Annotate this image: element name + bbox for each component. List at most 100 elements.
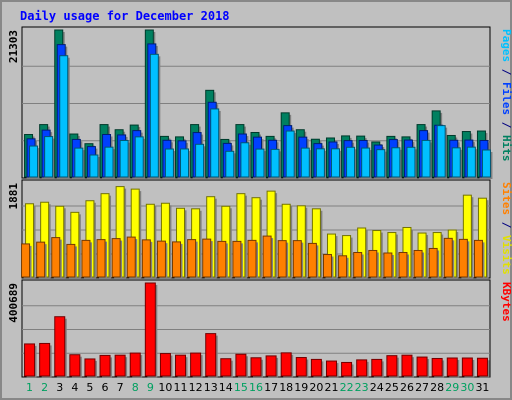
bar-pages-5 (89, 154, 100, 179)
bar-pages-4 (74, 147, 85, 179)
bar-pages-10 (164, 148, 176, 179)
bar-sites-23 (353, 251, 364, 279)
bar-kbytes-30 (461, 357, 475, 378)
bar-pages-8 (134, 136, 146, 179)
bar-kbytes-19 (295, 357, 309, 378)
bar-pages-28 (436, 125, 448, 179)
bar-kbytes-29 (446, 357, 460, 378)
day-label-30: 30 (460, 381, 474, 394)
bar-sites-13 (202, 238, 213, 279)
bar-kbytes-23 (356, 359, 369, 378)
legend-segment: Files (500, 82, 512, 115)
bar-kbytes-8 (129, 352, 143, 378)
bar-sites-22 (338, 255, 349, 279)
legend-segment: Sites (500, 182, 512, 215)
legend-segment: Hits (500, 135, 512, 162)
bar-kbytes-15 (235, 353, 248, 378)
bar-pages-3 (59, 55, 70, 179)
bar-sites-30 (458, 238, 470, 279)
bar-pages-7 (119, 139, 131, 179)
bar-pages-15 (240, 142, 251, 179)
bar-kbytes-16 (250, 357, 263, 378)
bar-sites-25 (383, 252, 394, 279)
bar-pages-2 (44, 136, 55, 179)
bar-kbytes-13 (205, 333, 218, 378)
bar-sites-26 (398, 251, 409, 279)
bar-kbytes-24 (371, 358, 384, 378)
day-label-26: 26 (400, 381, 414, 394)
day-label-1: 1 (26, 381, 33, 394)
bar-kbytes-3 (54, 316, 67, 378)
bar-kbytes-1 (24, 343, 37, 378)
bar-pages-11 (180, 148, 191, 179)
bar-sites-20 (307, 242, 319, 279)
panel-middle: 1881 Sites / Visits (7, 179, 512, 279)
bar-kbytes-21 (325, 360, 339, 378)
bar-kbytes-25 (386, 355, 399, 378)
bar-kbytes-9 (144, 282, 158, 378)
bar-pages-30 (466, 146, 478, 179)
bar-kbytes-17 (265, 355, 279, 378)
bar-sites-24 (368, 249, 379, 279)
bar-pages-1 (29, 145, 40, 179)
day-label-16: 16 (249, 381, 263, 394)
bar-pages-14 (225, 150, 236, 179)
bar-kbytes-28 (431, 357, 445, 378)
bar-pages-13 (210, 108, 221, 179)
bar-sites-1 (21, 243, 32, 279)
bar-kbytes-11 (175, 354, 188, 378)
legend-segment: / (500, 62, 512, 82)
panel-top-legend: Pages / Files / Hits (500, 29, 512, 162)
day-label-20: 20 (309, 381, 323, 394)
legend-segment: / (500, 115, 512, 135)
bar-pages-29 (451, 147, 463, 179)
bar-pages-22 (346, 146, 357, 179)
legend-segment: Visits (500, 235, 512, 275)
bar-kbytes-12 (190, 352, 203, 378)
bar-pages-27 (421, 139, 433, 179)
day-label-31: 31 (475, 381, 489, 394)
bar-pages-18 (285, 130, 297, 179)
bar-sites-7 (111, 238, 123, 279)
bar-pages-12 (195, 143, 206, 179)
day-label-22: 22 (340, 381, 354, 394)
day-label-2: 2 (41, 381, 48, 394)
bar-sites-18 (277, 240, 289, 279)
day-label-12: 12 (189, 381, 203, 394)
bar-pages-19 (300, 147, 312, 179)
panel-bottom: 400689 KBytes (7, 279, 512, 378)
bar-sites-9 (141, 239, 153, 279)
bar-sites-19 (292, 240, 304, 279)
day-label-7: 7 (117, 381, 124, 394)
day-label-24: 24 (370, 381, 384, 394)
panel-middle-max-label: 1881 (7, 183, 20, 210)
day-label-17: 17 (264, 381, 278, 394)
bar-sites-15 (232, 240, 243, 279)
day-label-6: 6 (102, 381, 109, 394)
bar-kbytes-5 (84, 358, 97, 378)
day-label-4: 4 (71, 381, 78, 394)
bar-sites-4 (66, 243, 77, 279)
panel-bottom-legend: KBytes (500, 282, 512, 322)
bar-sites-29 (443, 237, 455, 279)
day-label-8: 8 (132, 381, 139, 394)
bar-kbytes-10 (159, 353, 173, 378)
x-axis-day-labels: 1 2 3 4 5 6 7 8 9 10 11 12 13 14 15 16 17 18 19 20 21 22 23 24 2… (26, 381, 489, 394)
bar-pages-25 (391, 147, 402, 179)
day-label-23: 23 (355, 381, 369, 394)
bar-kbytes-14 (220, 358, 233, 378)
bar-sites-5 (81, 239, 92, 279)
bar-sites-14 (217, 240, 228, 279)
bar-sites-21 (322, 254, 334, 279)
bar-sites-3 (51, 237, 62, 279)
bar-sites-27 (413, 249, 425, 279)
bar-pages-20 (315, 148, 327, 179)
bar-sites-16 (247, 239, 258, 279)
bar-sites-17 (262, 235, 274, 279)
chart-title: Daily usage for December 2018 (20, 9, 230, 23)
bar-pages-26 (406, 146, 417, 179)
bar-pages-6 (104, 146, 116, 179)
bar-kbytes-2 (39, 342, 52, 378)
bar-pages-21 (330, 148, 342, 179)
